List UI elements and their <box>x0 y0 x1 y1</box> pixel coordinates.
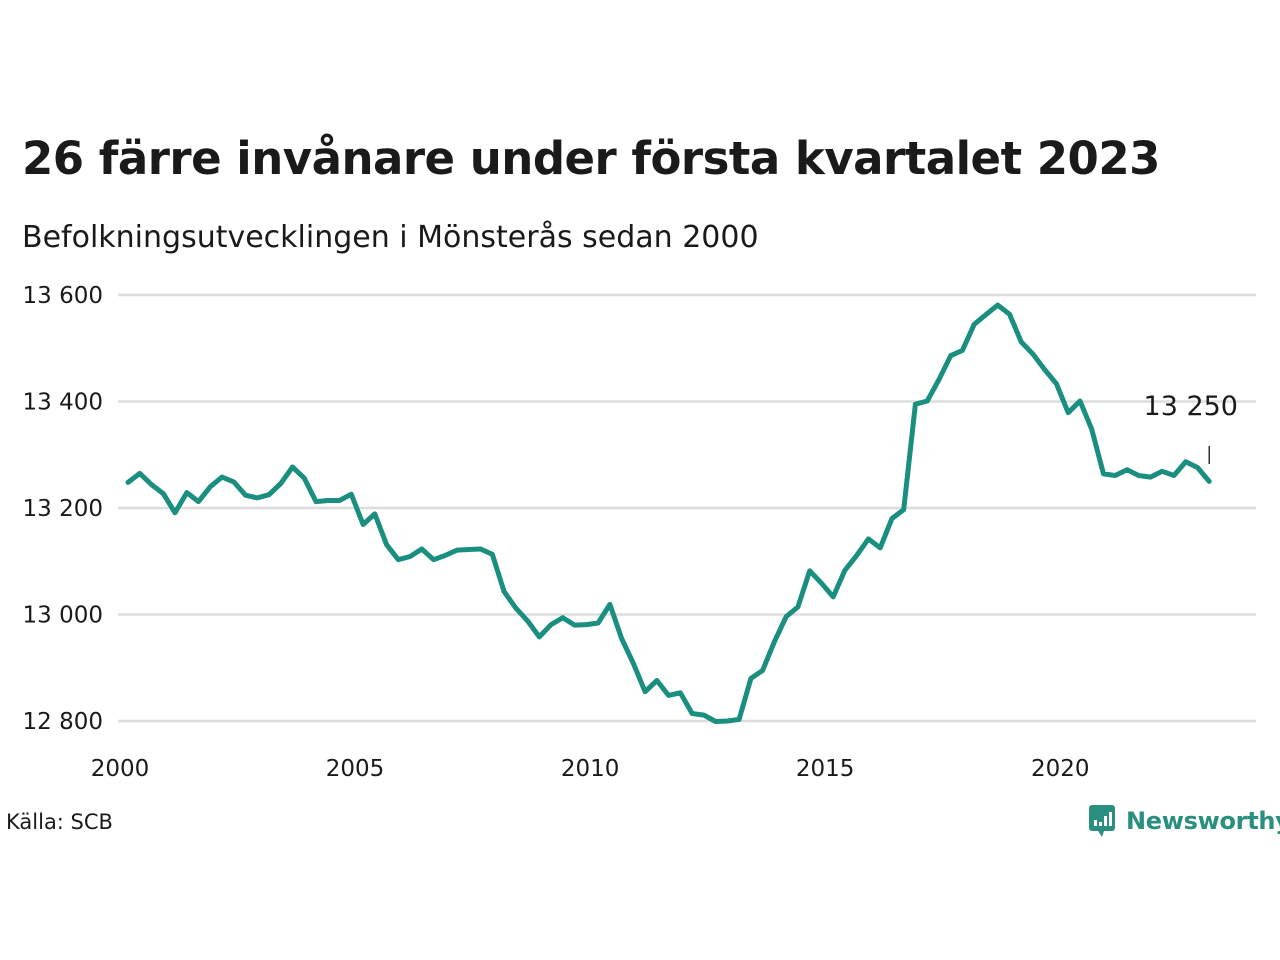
x-tick-label: 2000 <box>91 756 150 782</box>
chart-title: 26 färre invånare under första kvartalet… <box>22 132 1161 185</box>
end-annotation: 13 250 <box>1144 391 1238 464</box>
y-tick-label: 13 600 <box>23 283 103 309</box>
y-tick-label: 12 800 <box>23 709 103 735</box>
series <box>125 302 1212 724</box>
newsworthy-logo-text: Newsworthy <box>1126 807 1280 835</box>
y-tick-label: 13 400 <box>23 390 103 416</box>
end-value-label: 13 250 <box>1144 391 1238 422</box>
y-axis-labels: 12 800 13 000 13 200 13 400 13 600 <box>23 283 103 735</box>
y-tick-label: 13 200 <box>23 496 103 522</box>
x-tick-label: 2020 <box>1031 756 1090 782</box>
x-tick-label: 2015 <box>796 756 855 782</box>
source-note: Källa: SCB <box>6 810 113 834</box>
y-tick-label: 13 000 <box>23 603 103 629</box>
newsworthy-logo-icon <box>1089 805 1115 837</box>
population-series-line <box>125 302 1212 724</box>
grid-lines <box>118 293 1256 723</box>
x-tick-label: 2010 <box>561 756 620 782</box>
x-axis-labels: 2000 2005 2010 2015 2020 <box>91 756 1090 782</box>
x-tick-label: 2005 <box>326 756 385 782</box>
chart-subtitle: Befolkningsutvecklingen i Mönsterås seda… <box>22 220 759 255</box>
newsworthy-logo: Newsworthy <box>1088 804 1280 838</box>
